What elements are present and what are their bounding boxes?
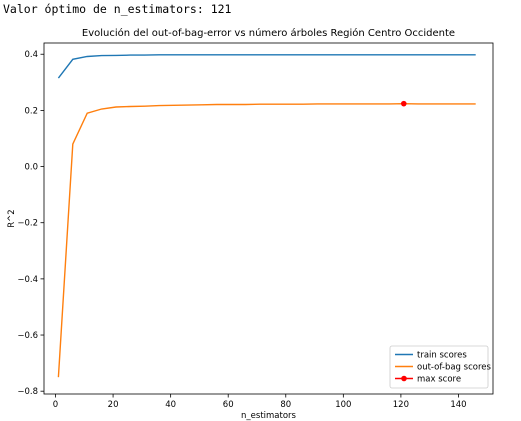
y-tick-label: 0.0 bbox=[24, 163, 38, 173]
legend-label: train scores bbox=[417, 351, 467, 361]
series-lines bbox=[57, 54, 476, 378]
chart-title: Evolución del out-of-bag-error vs número… bbox=[82, 27, 455, 39]
y-tick-label: 0.4 bbox=[24, 50, 38, 60]
x-axis-label: n_estimators bbox=[241, 411, 297, 421]
x-axis-ticks: 0 20 40 60 80 100 120 140 bbox=[53, 394, 467, 410]
max-score-point bbox=[400, 100, 407, 107]
x-tick-label: 120 bbox=[393, 400, 409, 410]
x-tick-label: 40 bbox=[165, 400, 176, 410]
x-tick-label: 80 bbox=[280, 400, 291, 410]
legend-box bbox=[389, 345, 489, 389]
x-tick-label: 140 bbox=[450, 400, 466, 410]
legend-label: max score bbox=[417, 375, 461, 385]
legend: train scores out-of-bag scores max score bbox=[389, 345, 491, 389]
y-axis-ticks: −0.8 −0.6 −0.4 −0.2 0.0 0.2 0.4 bbox=[17, 50, 44, 397]
y-tick-label: −0.8 bbox=[17, 387, 38, 397]
y-tick-label: −0.6 bbox=[17, 331, 38, 341]
series-line-0 bbox=[57, 54, 476, 79]
y-tick-label: −0.4 bbox=[17, 275, 38, 285]
x-tick-label: 0 bbox=[53, 400, 58, 410]
x-tick-label: 60 bbox=[223, 400, 234, 410]
y-axis-label: R^2 bbox=[7, 209, 17, 227]
legend-label: out-of-bag scores bbox=[417, 363, 491, 373]
y-tick-label: 0.2 bbox=[24, 106, 38, 116]
plot-frame bbox=[43, 42, 494, 395]
y-tick-label: −0.2 bbox=[17, 219, 38, 229]
legend-marker bbox=[401, 375, 407, 382]
output-text: Valor óptimo de n_estimators: 121 bbox=[3, 2, 232, 16]
series-line-1 bbox=[57, 102, 476, 378]
x-tick-label: 20 bbox=[108, 400, 119, 410]
x-tick-label: 100 bbox=[335, 400, 351, 410]
